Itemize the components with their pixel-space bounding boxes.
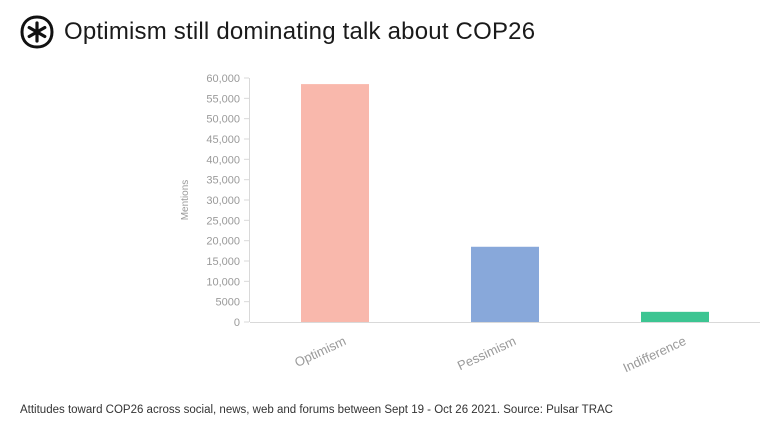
y-tick-label: 30,000 [206,195,240,207]
y-tick-label: 35,000 [206,175,240,187]
y-tick-label: 40,000 [206,154,240,166]
y-tick-label: 55,000 [206,93,240,105]
y-tick-label: 15,000 [206,256,240,268]
chart-header: Optimism still dominating talk about COP… [20,14,535,50]
y-tick-label: 60,000 [206,73,240,85]
bar-chart: 0 5000 10,000 15,000 20,000 25,000 30,000 35,00… [180,73,760,375]
y-tick-label: 20,000 [206,236,240,248]
chart-title: Optimism still dominating talk about COP… [64,18,536,45]
y-tick-label: 45,000 [206,134,240,146]
y-tick-label: 10,000 [206,276,240,288]
bar-optimism [301,84,369,322]
chart-caption: Attitudes toward COP26 across social, ne… [20,404,613,416]
pulsar-asterisk-logo-icon [20,15,54,49]
y-tick-label: 5000 [216,297,240,309]
bar-indifference [641,311,709,322]
x-tick-label-optimism: Optimism [292,333,348,370]
y-tick-label: 50,000 [206,114,240,126]
x-tick-label-pessimism: Pessimism [455,333,518,373]
y-axis-title: Mentions [180,180,191,221]
y-tick-label: 25,000 [206,215,240,227]
bar-pessimism [471,246,539,322]
y-tick-label: 0 [234,317,240,329]
x-tick-label-indifference: Indifference [621,333,689,375]
